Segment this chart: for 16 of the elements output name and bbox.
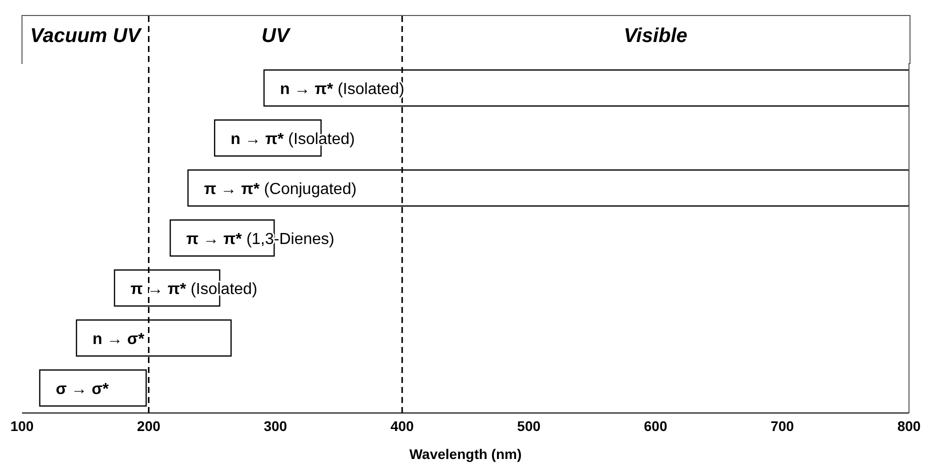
text: Visible xyxy=(624,25,688,47)
x-tick-label: 500 xyxy=(517,418,541,434)
x-axis-title: Wavelength (nm) xyxy=(409,446,522,462)
x-tick-label: 100 xyxy=(10,418,34,434)
y-tick-label: n → π* (Isolated) xyxy=(280,81,404,98)
text: Vacuum UV xyxy=(30,25,142,47)
x-tick-label: 200 xyxy=(137,418,161,434)
x-tick-label: 800 xyxy=(897,418,921,434)
x-tick-label: 600 xyxy=(644,418,668,434)
x-tick-label: 700 xyxy=(770,418,794,434)
x-tick-label: 300 xyxy=(264,418,288,434)
y-tick-label: σ → σ* xyxy=(56,381,110,398)
text: UV xyxy=(262,25,291,47)
x-tick-label: 400 xyxy=(390,418,414,434)
y-tick-label: π → π* (Conjugated) xyxy=(204,181,357,198)
y-tick-label: n → σ* xyxy=(92,331,146,348)
